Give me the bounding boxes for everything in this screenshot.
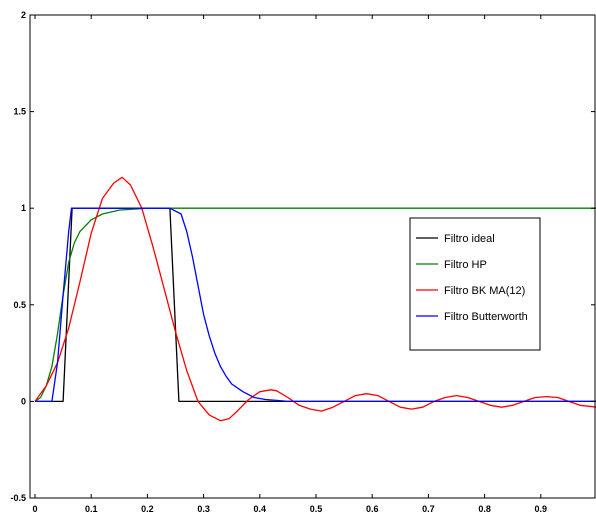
y-tick-label: 2	[21, 10, 26, 20]
y-axis: -0.5 0 0.5 1 1.5 2	[10, 10, 595, 503]
x-tick-label: 0.4	[254, 504, 267, 514]
legend-label-1: Filtro ideal	[444, 233, 495, 245]
legend-label-2: Filtro HP	[444, 259, 487, 271]
x-tick-label: 0.9	[535, 504, 548, 514]
x-tick-label: 0.8	[478, 504, 491, 514]
x-axis: 0 0.1 0.2 0.3 0.4 0.5 0.6 0.7 0.8 0.9	[32, 15, 547, 514]
x-tick-label: 0.2	[141, 504, 154, 514]
y-tick-label: -0.5	[10, 493, 26, 503]
series-line-4	[35, 207, 596, 403]
x-tick-label: 0.6	[366, 504, 379, 514]
y-tick-label: 1	[21, 203, 26, 213]
legend-label-3: Filtro BK MA(12)	[444, 285, 525, 297]
series-line-3	[34, 176, 596, 422]
x-tick-label: 0.5	[310, 504, 323, 514]
x-tick-label: 0	[32, 504, 37, 514]
series-lines	[34, 176, 596, 422]
x-tick-label: 0.1	[85, 504, 98, 514]
series-line-2	[34, 207, 596, 402]
y-tick-label: 1.5	[13, 107, 26, 117]
x-tick-label: 0.3	[197, 504, 210, 514]
legend-label-4: Filtro Butterworth	[444, 311, 528, 323]
x-tick-label: 0.7	[422, 504, 435, 514]
legend-box	[409, 217, 541, 351]
legend: Filtro ideal Filtro HP Filtro BK MA(12) Fil…	[409, 217, 541, 351]
plot-frame	[29, 14, 596, 499]
y-tick-label: 0.5	[13, 300, 26, 310]
y-tick-label: 0	[21, 396, 26, 406]
